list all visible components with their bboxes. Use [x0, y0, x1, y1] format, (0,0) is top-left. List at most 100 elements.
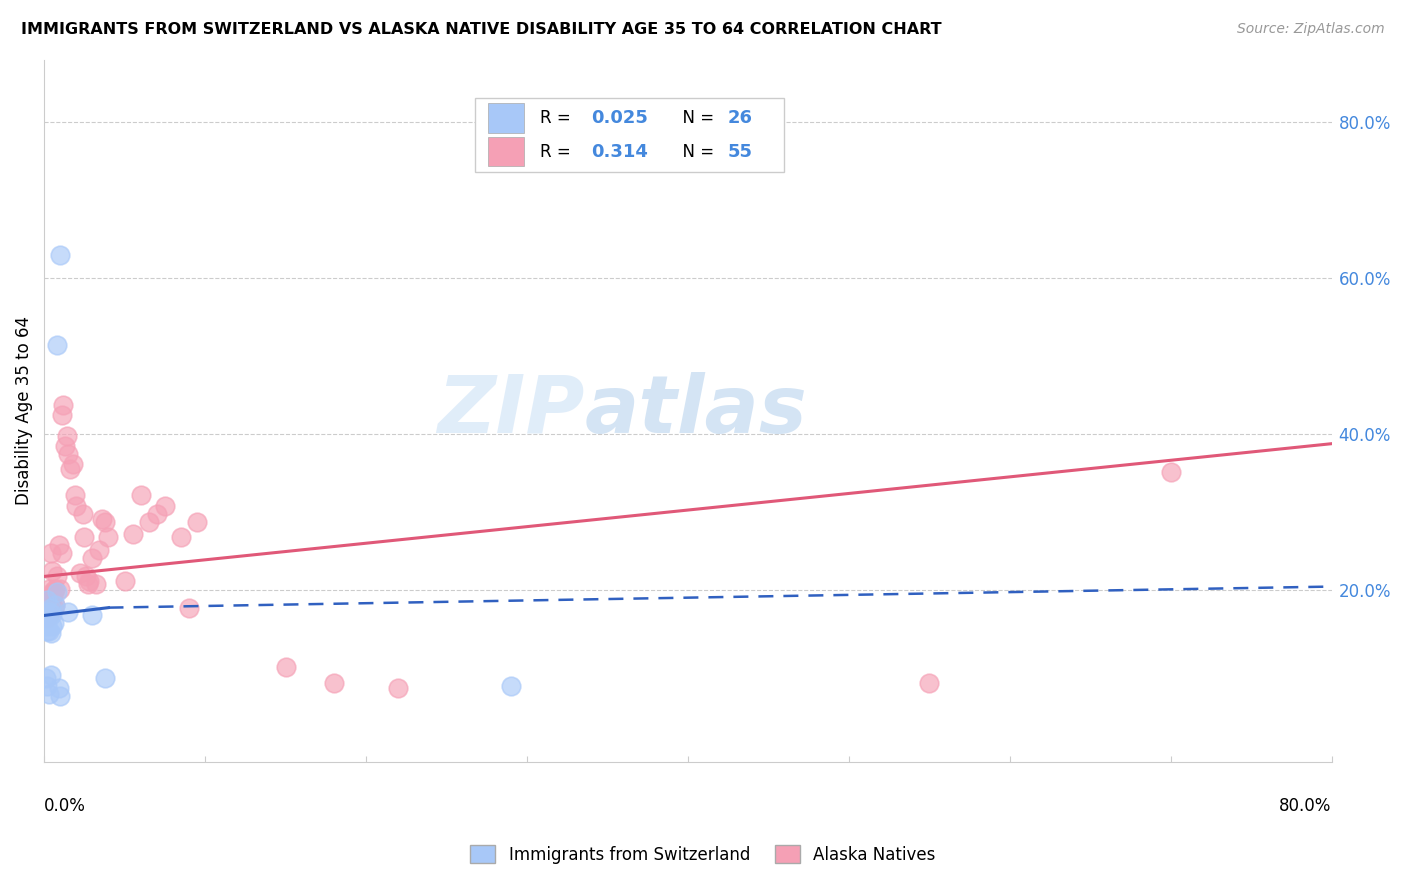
Point — [121, 527, 143, 541]
Text: 80.0%: 80.0% — [1279, 797, 1331, 815]
Point — [39, 600, 62, 615]
Point — [38, 624, 60, 638]
Point — [82, 550, 104, 565]
Point — [49, 689, 72, 703]
Point — [499, 679, 522, 693]
Point — [38, 686, 60, 700]
Point — [37, 624, 59, 638]
Point — [37, 679, 59, 693]
Point — [37, 611, 59, 625]
Point — [41, 590, 63, 604]
Point — [52, 398, 75, 412]
Point — [51, 546, 73, 560]
Point — [63, 488, 86, 502]
Text: N =: N = — [672, 109, 720, 127]
Text: IMMIGRANTS FROM SWITZERLAND VS ALASKA NATIVE DISABILITY AGE 35 TO 64 CORRELATION: IMMIGRANTS FROM SWITZERLAND VS ALASKA NA… — [21, 22, 942, 37]
Point — [1160, 465, 1182, 479]
FancyBboxPatch shape — [488, 103, 524, 133]
Point — [39, 592, 62, 607]
Point — [38, 598, 60, 612]
Point — [58, 605, 80, 619]
Point — [42, 600, 65, 615]
Point — [73, 530, 96, 544]
Text: ZIP: ZIP — [437, 372, 585, 450]
Point — [322, 675, 344, 690]
Text: 0.025: 0.025 — [592, 109, 648, 127]
Point — [186, 515, 208, 529]
Point — [42, 616, 65, 631]
Point — [84, 577, 107, 591]
Point — [87, 542, 110, 557]
Point — [77, 574, 100, 588]
Point — [41, 585, 63, 599]
Text: 0.314: 0.314 — [592, 143, 648, 161]
Text: 55: 55 — [728, 143, 752, 161]
Text: N =: N = — [672, 143, 720, 161]
Point — [114, 574, 136, 588]
Legend: Immigrants from Switzerland, Alaska Natives: Immigrants from Switzerland, Alaska Nati… — [464, 838, 942, 871]
Point — [49, 248, 72, 262]
Point — [55, 429, 77, 443]
Point — [129, 488, 152, 502]
Point — [48, 681, 70, 695]
Point — [48, 538, 70, 552]
Point — [58, 447, 80, 461]
Point — [37, 605, 59, 619]
Point — [44, 598, 66, 612]
Point — [38, 582, 60, 596]
Point — [918, 675, 941, 690]
Text: R =: R = — [540, 109, 581, 127]
FancyBboxPatch shape — [488, 136, 524, 167]
Point — [35, 671, 58, 685]
Point — [94, 515, 117, 529]
Point — [35, 618, 58, 632]
Point — [41, 607, 63, 621]
Point — [75, 569, 97, 583]
Point — [59, 462, 82, 476]
Point — [69, 566, 91, 581]
Point — [387, 681, 409, 695]
Point — [46, 585, 69, 599]
Point — [38, 608, 60, 623]
Point — [44, 598, 66, 612]
Point — [38, 605, 60, 619]
Point — [153, 499, 176, 513]
Point — [37, 600, 59, 615]
Point — [76, 577, 98, 591]
Point — [145, 507, 167, 521]
Point — [72, 507, 94, 521]
Point — [39, 667, 62, 681]
Point — [41, 618, 63, 632]
Point — [42, 585, 65, 599]
Text: 0.0%: 0.0% — [44, 797, 86, 815]
Point — [38, 611, 60, 625]
Point — [91, 511, 114, 525]
Point — [51, 408, 73, 422]
Point — [62, 457, 84, 471]
Point — [82, 608, 104, 623]
Point — [39, 546, 62, 560]
Point — [170, 530, 193, 544]
Text: 26: 26 — [728, 109, 752, 127]
Point — [39, 600, 62, 615]
Y-axis label: Disability Age 35 to 64: Disability Age 35 to 64 — [15, 317, 32, 506]
Point — [41, 564, 63, 578]
Point — [49, 582, 72, 596]
Point — [46, 337, 69, 351]
Point — [138, 515, 160, 529]
Point — [35, 615, 58, 629]
Point — [37, 592, 59, 607]
Point — [94, 671, 117, 685]
Point — [53, 439, 76, 453]
Text: R =: R = — [540, 143, 581, 161]
Text: atlas: atlas — [585, 372, 807, 450]
Point — [177, 600, 200, 615]
Point — [65, 499, 87, 513]
Text: Source: ZipAtlas.com: Source: ZipAtlas.com — [1237, 22, 1385, 37]
Point — [274, 660, 297, 674]
Point — [97, 530, 120, 544]
Point — [39, 626, 62, 640]
Point — [44, 582, 66, 596]
Point — [46, 569, 69, 583]
FancyBboxPatch shape — [475, 98, 785, 172]
